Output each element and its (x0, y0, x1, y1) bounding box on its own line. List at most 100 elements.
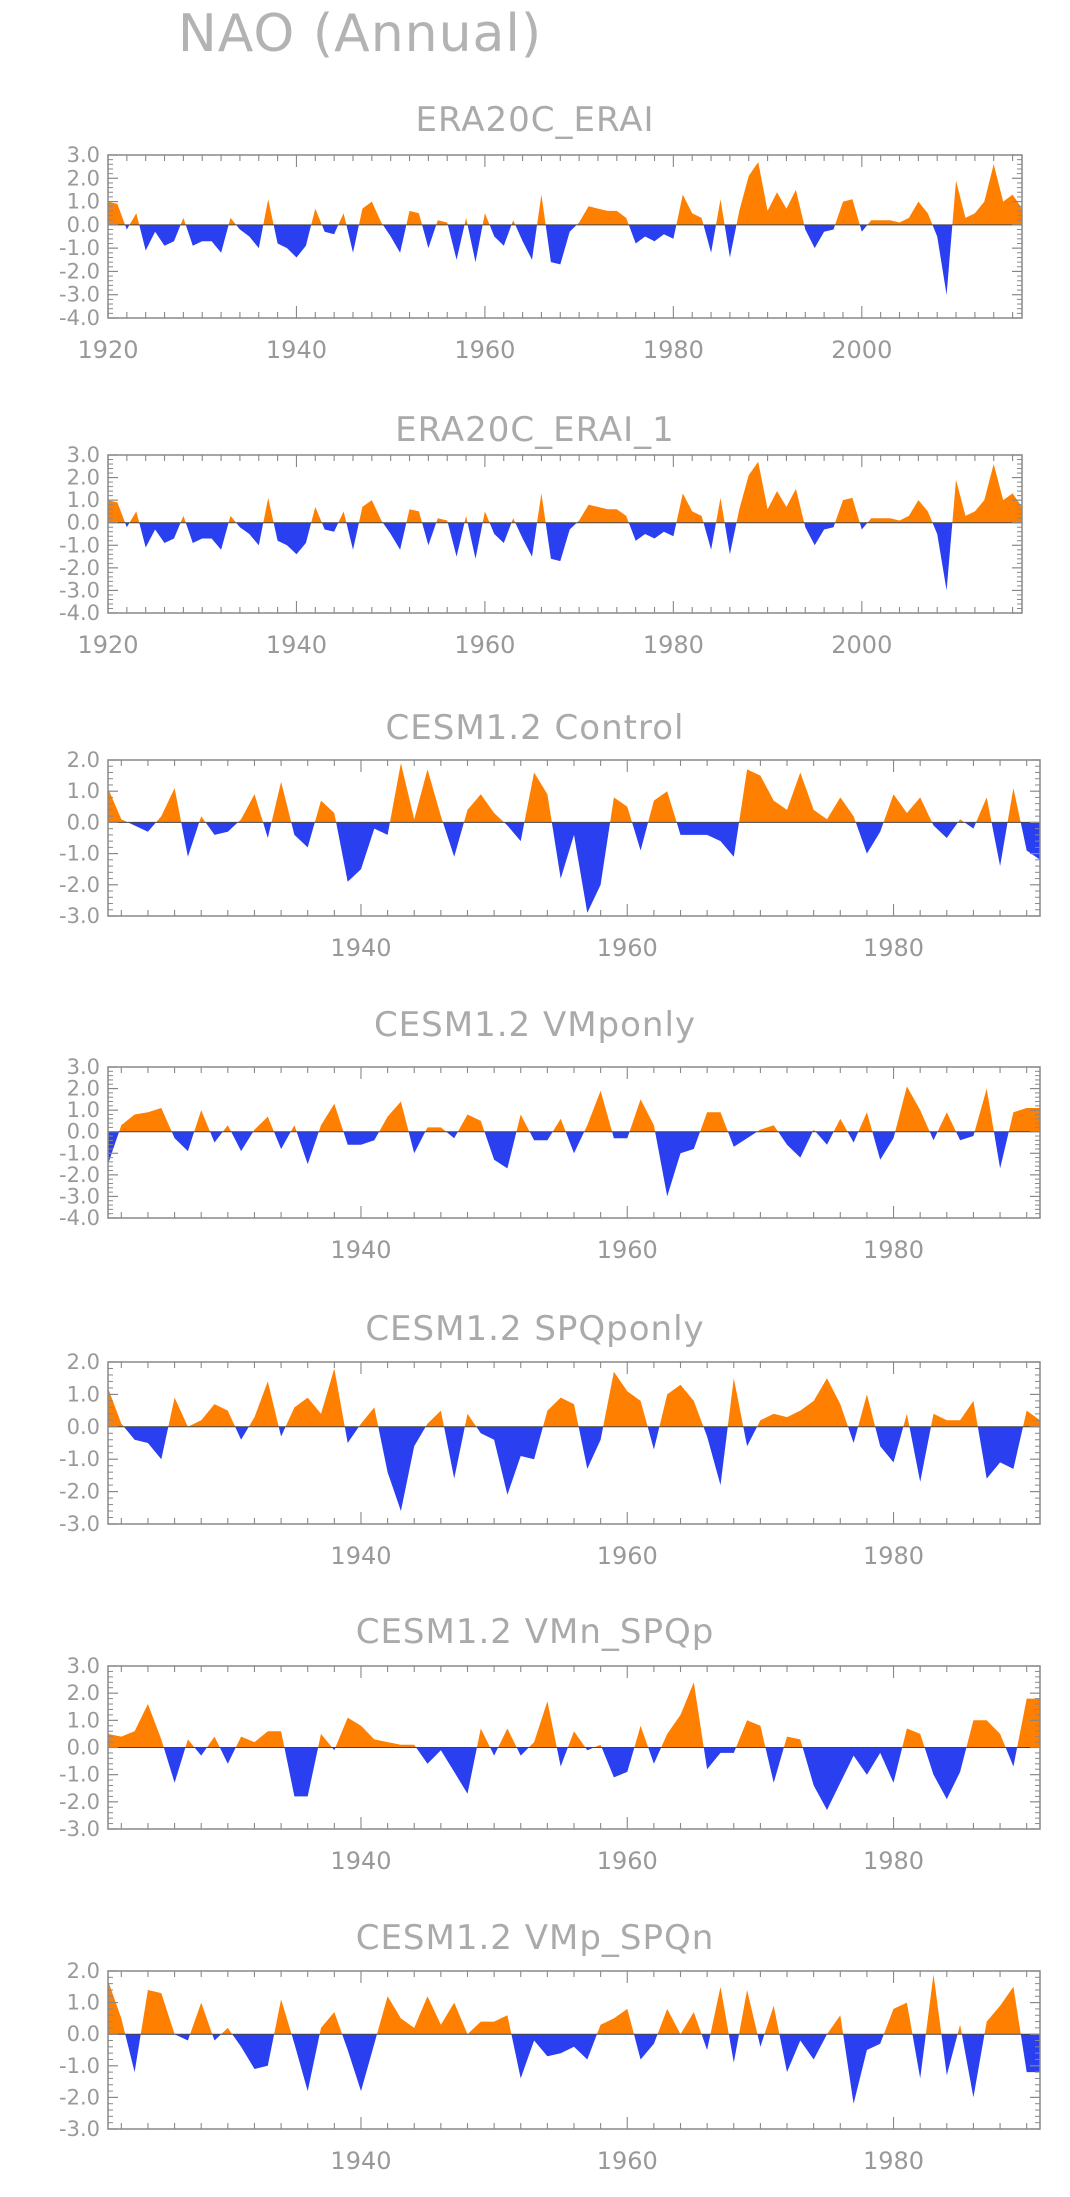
panel-title-2: CESM1.2 Control (385, 708, 685, 748)
y-tick-label: 1.0 (67, 488, 100, 512)
y-tick-label: 1.0 (67, 1708, 100, 1732)
positive-area (108, 1086, 1040, 1132)
y-tick-label: 2.0 (67, 466, 100, 490)
chart-panel-6: 2.0 1.0 0.0 -1.0 -2.0 -3.0 1940 1960 1980 (59, 1959, 1041, 2175)
y-tick-label: 0.0 (67, 511, 100, 535)
y-tick-label: 0.0 (67, 810, 100, 834)
panel-title-1: ERA20C_ERAI_1 (395, 410, 675, 450)
positive-area (108, 1368, 1040, 1427)
negative-area (125, 522, 953, 591)
y-tick-label: 0.0 (67, 2022, 100, 2046)
x-tick-label: 1960 (454, 336, 515, 364)
y-tick-label: -4.0 (59, 1206, 100, 1230)
y-tick-label: 2.0 (67, 1959, 100, 1983)
x-tick-label: 1960 (597, 1847, 658, 1875)
positive-area (108, 763, 1040, 823)
chart-panel-2: 2.0 1.0 0.0 -1.0 -2.0 -3.0 1940 1960 1980 (59, 748, 1041, 962)
y-tick-label: -2.0 (59, 1480, 100, 1504)
page-title: NAO (Annual) (177, 4, 543, 64)
x-tick-label: 1980 (863, 2147, 924, 2175)
y-tick-label: -4.0 (59, 306, 100, 330)
y-tick-label: 0.0 (67, 1415, 100, 1439)
chart-panel-5: 3.0 2.0 1.0 0.0 -1.0 -2.0 -3.0 1940 1960 1980 (59, 1654, 1041, 1875)
x-tick-label: 1960 (454, 631, 515, 659)
panel-title-4: CESM1.2 SPQponly (365, 1309, 705, 1349)
y-tick-label: 2.0 (67, 748, 100, 772)
y-tick-label: -1.0 (59, 2054, 100, 2078)
x-tick-label: 1980 (643, 336, 704, 364)
x-tick-label: 1940 (330, 1847, 391, 1875)
x-tick-label: 1980 (863, 934, 924, 962)
y-tick-label: 0.0 (67, 1120, 100, 1144)
y-tick-label: -2.0 (59, 1163, 100, 1187)
negative-area (108, 224, 1022, 295)
panel-title-0: ERA20C_ERAI (415, 100, 655, 140)
y-tick-label: 2.0 (67, 166, 100, 190)
negative-area (127, 822, 1040, 913)
panel-title-3: CESM1.2 VMponly (373, 1005, 697, 1045)
x-tick-label: 1980 (863, 1236, 924, 1264)
negative-area (123, 1426, 1024, 1511)
y-tick-label: -3.0 (59, 904, 100, 928)
y-tick-label: -1.0 (59, 533, 100, 557)
x-tick-label: 1940 (330, 1542, 391, 1570)
negative-area (108, 1747, 1040, 1810)
x-tick-label: 1940 (266, 336, 327, 364)
y-tick-label: -3.0 (59, 578, 100, 602)
y-tick-label: 3.0 (67, 443, 100, 467)
chart-panel-3: 3.02.01.00.0-1.0-2.0-3.0-4.0 1940 1960 1980 (59, 1055, 1041, 1264)
panel-title-5: CESM1.2 VMn_SPQp (355, 1612, 715, 1652)
positive-area (108, 461, 1022, 523)
x-tick-label: 1960 (597, 934, 658, 962)
y-tick-label: -3.0 (59, 1817, 100, 1841)
y-tick-label: -4.0 (59, 601, 100, 625)
panel-title-6: CESM1.2 VMp_SPQn (355, 1918, 715, 1958)
x-tick-label: 1920 (77, 631, 138, 659)
y-tick-label: 0.0 (67, 213, 100, 237)
x-tick-label: 2000 (831, 336, 892, 364)
positive-area (108, 162, 1022, 225)
y-tick-label: 1.0 (67, 190, 100, 214)
chart-panel-0: 3.02.01.00.0-1.0-2.0-3.0-4.0 1920 1940 1960… (59, 143, 1023, 364)
x-tick-label: 1980 (863, 1542, 924, 1570)
x-tick-label: 1940 (330, 1236, 391, 1264)
y-tick-label: 1.0 (67, 1098, 100, 1122)
y-tick-label: 3.0 (67, 1654, 100, 1678)
y-tick-label: -1.0 (59, 842, 100, 866)
y-tick-label: -3.0 (59, 2117, 100, 2141)
y-tick-label: -2.0 (59, 873, 100, 897)
x-tick-label: 1940 (330, 934, 391, 962)
y-tick-label: -1.0 (59, 1763, 100, 1787)
y-tick-label: 2.0 (67, 1350, 100, 1374)
x-tick-label: 1940 (330, 2147, 391, 2175)
x-tick-label: 1920 (77, 336, 138, 364)
x-tick-label: 1960 (597, 1542, 658, 1570)
y-tick-label: 2.0 (67, 1681, 100, 1705)
negative-area (108, 1131, 1009, 1197)
y-tick-label: -1.0 (59, 236, 100, 260)
x-tick-label: 1960 (597, 2147, 658, 2175)
y-tick-label: -1.0 (59, 1141, 100, 1165)
plot-frame (107, 1361, 1041, 1525)
positive-area (108, 1682, 1040, 1748)
y-tick-label: -2.0 (59, 259, 100, 283)
y-tick-label: 3.0 (67, 143, 100, 167)
y-tick-label: -2.0 (59, 2085, 100, 2109)
y-tick-label: -2.0 (59, 556, 100, 580)
y-tick-label: 1.0 (67, 1991, 100, 2015)
y-tick-label: -3.0 (59, 1512, 100, 1536)
y-tick-label: -3.0 (59, 283, 100, 307)
y-tick-label: 0.0 (67, 1736, 100, 1760)
y-tick-label: 1.0 (67, 779, 100, 803)
y-tick-label: 3.0 (67, 1055, 100, 1079)
y-tick-label: -2.0 (59, 1790, 100, 1814)
y-tick-label: 2.0 (67, 1077, 100, 1101)
y-tick-label: -1.0 (59, 1447, 100, 1471)
positive-area (108, 1974, 1040, 2035)
x-tick-label: 1980 (643, 631, 704, 659)
x-tick-label: 1980 (863, 1847, 924, 1875)
x-tick-label: 1940 (266, 631, 327, 659)
negative-area (108, 2034, 1040, 2104)
plot-frame (107, 759, 1041, 917)
